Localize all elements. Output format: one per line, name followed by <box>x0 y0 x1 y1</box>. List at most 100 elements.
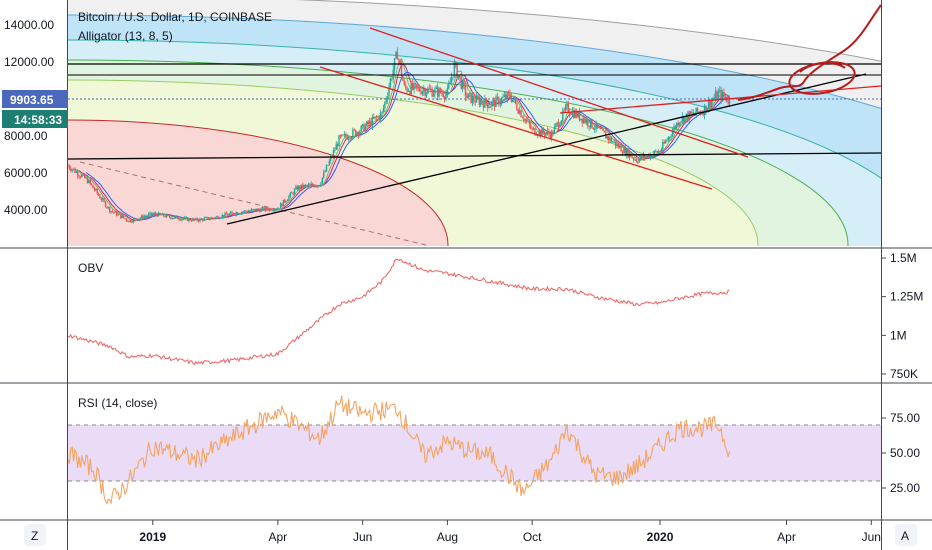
candle-body <box>628 153 631 158</box>
candle-body <box>424 89 426 96</box>
candle-body <box>360 125 362 132</box>
candle-body <box>371 116 374 127</box>
obv-y-axis[interactable]: 1.5M 1.25M 1M 750K <box>881 251 923 381</box>
candle-body <box>363 124 365 132</box>
hand-drawn-annotation <box>737 4 881 101</box>
candle-body <box>726 97 728 102</box>
candle-body <box>165 214 168 218</box>
candle-body <box>568 112 571 115</box>
candle-body <box>717 91 720 99</box>
candle-body <box>555 124 557 127</box>
candle-body <box>550 131 553 139</box>
candle-body <box>560 120 563 125</box>
candle-body <box>122 215 125 218</box>
candle-body <box>431 89 433 97</box>
candle-body <box>582 119 585 124</box>
rsi-y-tick: 25.00 <box>890 481 920 495</box>
candle-body <box>139 217 141 219</box>
rsi-pane[interactable] <box>68 386 881 519</box>
auto-scale-button[interactable]: A <box>895 524 917 546</box>
candle-body <box>602 128 604 131</box>
price-y-tick: 14000.00 <box>4 18 54 32</box>
rsi-y-axis[interactable]: 75.00 50.00 25.00 <box>881 411 920 495</box>
candle-body <box>172 218 175 220</box>
candle-body <box>234 214 236 215</box>
zoom-button[interactable]: Z <box>24 524 46 546</box>
price-pane[interactable] <box>0 0 932 495</box>
candle-body <box>727 101 729 104</box>
candle-body <box>670 136 672 138</box>
candle-body <box>146 215 148 217</box>
candle-body <box>95 188 97 191</box>
candle-body <box>505 94 507 99</box>
candle-body <box>696 107 699 112</box>
candle-body <box>706 108 708 112</box>
candle-body <box>152 213 154 215</box>
candle-body <box>624 147 626 156</box>
candle-body <box>118 214 121 215</box>
candle-body <box>599 127 601 129</box>
candle-body <box>564 106 567 111</box>
candle-body <box>260 208 262 212</box>
descending-resistance <box>559 85 881 114</box>
candle-body <box>239 213 242 215</box>
candle-body <box>179 219 182 221</box>
candle-body <box>185 217 187 219</box>
candle-body <box>341 134 343 137</box>
candle-body <box>614 141 617 147</box>
candle-body <box>677 122 679 126</box>
candle-body <box>406 87 408 92</box>
candle-body <box>143 216 146 219</box>
candle-body <box>188 218 190 221</box>
candle-body <box>509 92 511 97</box>
candle-body <box>86 177 89 184</box>
candle-body <box>82 174 84 176</box>
candle-body <box>325 165 328 172</box>
obv-pane[interactable] <box>68 251 881 381</box>
candle-body <box>589 119 592 128</box>
candle-body <box>136 219 139 221</box>
candle-body <box>311 183 314 186</box>
candle-body <box>275 209 278 211</box>
candle-body <box>257 208 260 210</box>
candle-body <box>142 215 144 219</box>
rsi-line <box>68 395 731 505</box>
candle-body <box>314 186 317 188</box>
candle-body <box>196 218 198 221</box>
candle-body <box>416 84 418 88</box>
candle-body <box>571 110 574 116</box>
candle-body <box>516 103 518 110</box>
time-x-axis[interactable]: 2019 Apr Jun Aug Oct 2020 Apr Jun <box>139 520 881 544</box>
x-tick: Jun <box>353 530 372 544</box>
candle-body <box>395 51 397 59</box>
candle-body <box>384 101 386 109</box>
candle-body <box>468 93 471 94</box>
candle-body <box>108 207 111 213</box>
candle-body <box>235 212 237 215</box>
zoom-button-label: Z <box>31 529 38 543</box>
candle-body <box>97 193 100 196</box>
candle-body <box>391 79 393 80</box>
candle-body <box>502 96 504 98</box>
candle-body <box>352 129 354 138</box>
candle-body <box>435 87 437 89</box>
candle-body <box>543 132 546 136</box>
candle-body <box>364 125 367 132</box>
candle-body <box>450 77 453 83</box>
candle-body <box>292 192 294 195</box>
candle-body <box>644 154 646 158</box>
candle-body <box>491 101 493 107</box>
candle-body <box>81 175 83 178</box>
candle-body <box>350 137 353 139</box>
candle-body <box>284 199 286 203</box>
candle-body <box>510 96 513 102</box>
candle-body <box>385 99 387 102</box>
candle-body <box>120 214 122 219</box>
candle-body <box>567 103 570 113</box>
candle-body <box>224 213 226 217</box>
candle-body <box>460 77 462 89</box>
candle-body <box>368 120 371 125</box>
candle-body <box>410 83 412 94</box>
